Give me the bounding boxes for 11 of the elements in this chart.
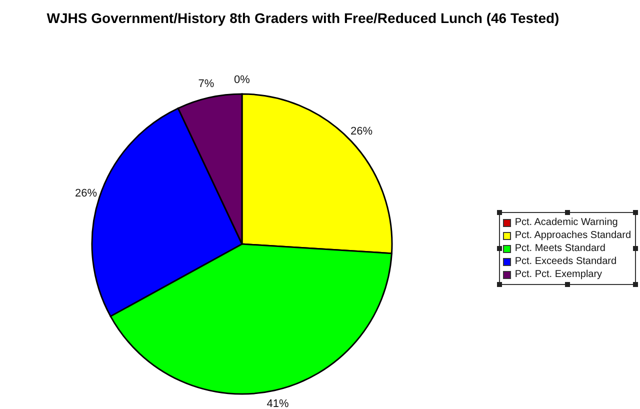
chart-title: WJHS Government/History 8th Graders with Free/Reduced Lunch (46 Tested) <box>46 10 560 26</box>
data-label: 41% <box>266 398 289 409</box>
legend-label: Pct. Exceeds Standard <box>514 256 617 267</box>
legend-label: Pct. Meets Standard <box>514 243 606 254</box>
legend-label: Pct. Pct. Exemplary <box>514 269 602 280</box>
legend-label: Pct. Academic Warning <box>514 217 618 228</box>
text: 0% <box>234 74 250 86</box>
data-label: 26% <box>350 126 373 138</box>
data-label: 7% <box>198 78 214 90</box>
legend-label: Pct. Approaches Standard <box>514 230 631 241</box>
data-label: 26% <box>75 187 98 200</box>
